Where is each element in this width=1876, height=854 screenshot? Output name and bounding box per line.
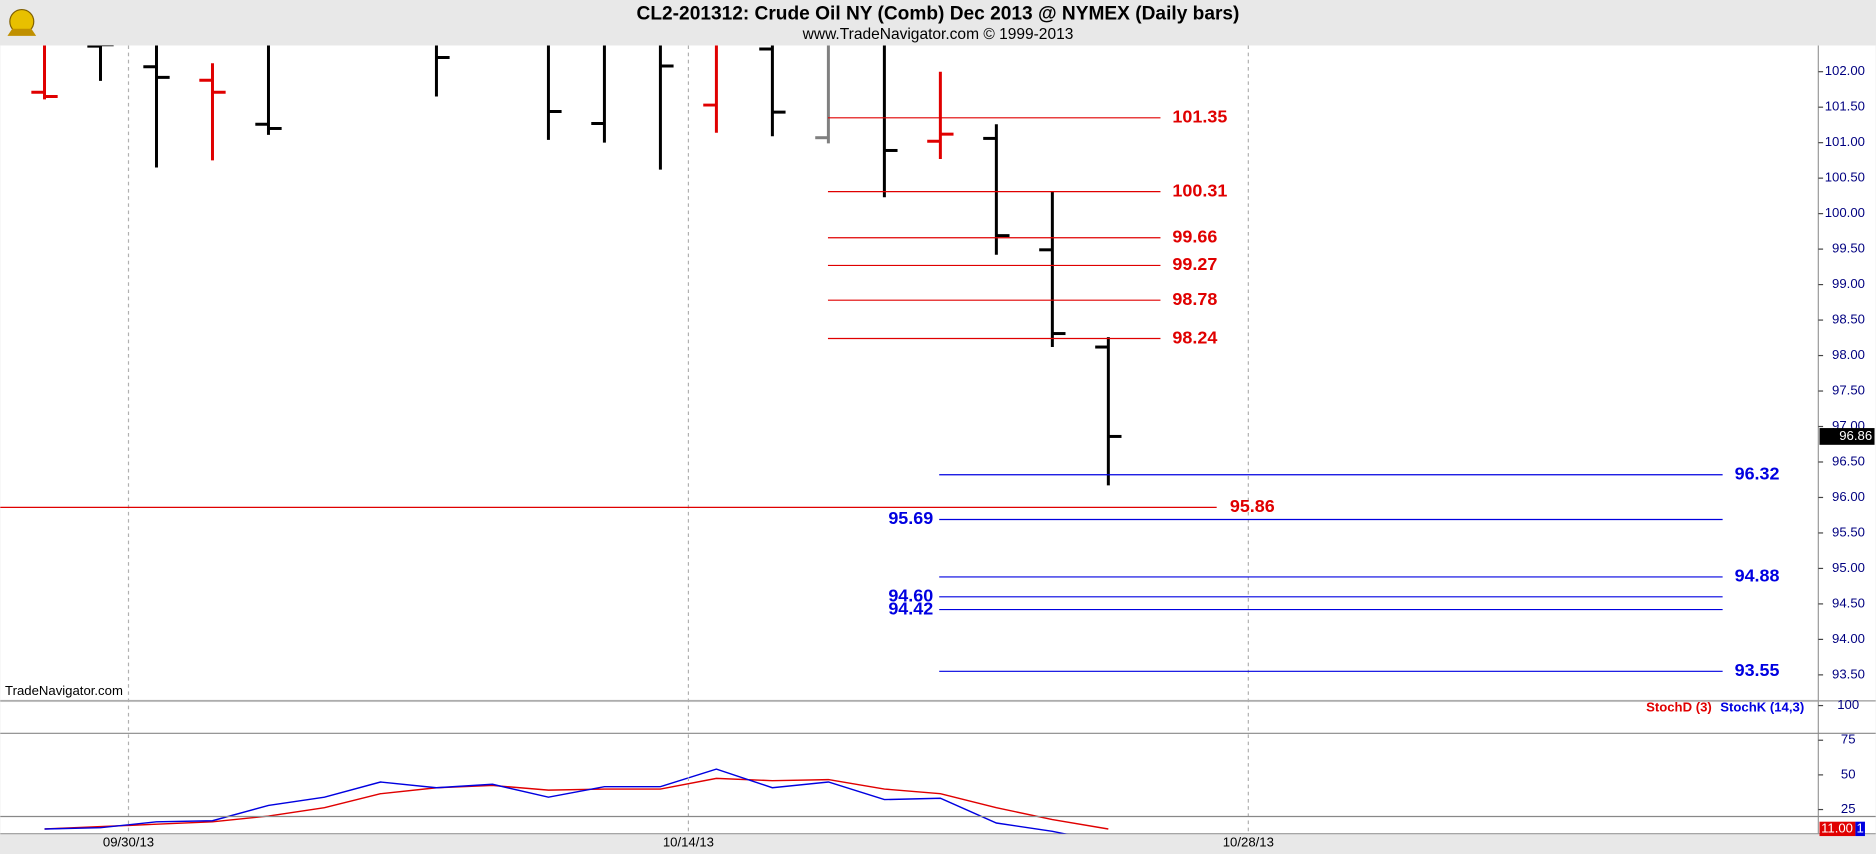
y-tick-label: 93.50 xyxy=(1832,666,1865,681)
chart-subtitle: www.TradeNavigator.com © 1999-2013 xyxy=(802,26,1074,43)
last-value-box xyxy=(1855,821,1865,837)
x-tick-label: 10/14/13 xyxy=(663,835,714,850)
x-tick-label: 09/30/13 xyxy=(103,835,154,850)
y-tick-label: 50 xyxy=(1841,766,1856,781)
y-tick-label: 75 xyxy=(1841,732,1856,747)
level-label: 94.88 xyxy=(1735,566,1780,586)
logo xyxy=(7,8,37,36)
last-price-box xyxy=(1819,428,1875,445)
y-tick-label: 102.00 xyxy=(1825,63,1865,78)
legend-entry: StochD (3) xyxy=(1646,700,1712,715)
y-tick-label: 98.50 xyxy=(1832,312,1865,327)
y-tick-label: 98.00 xyxy=(1832,347,1865,362)
y-tick-label: 100 xyxy=(1837,697,1859,712)
y-tick-label: 25 xyxy=(1841,801,1856,816)
stoch-plot xyxy=(44,768,1109,834)
y-tick-label: 96.00 xyxy=(1832,489,1865,504)
last-price-label: 96.86 xyxy=(1839,428,1872,443)
y-tick-label: 100.50 xyxy=(1825,170,1865,185)
last-value-label: 1 xyxy=(1857,820,1864,835)
last-value-label: 11.00 xyxy=(1821,820,1853,835)
y-tick-label: 97.50 xyxy=(1832,382,1865,397)
level-label: 95.86 xyxy=(1230,496,1275,516)
legend-entry: StochK (14,3) xyxy=(1720,700,1804,715)
y-tick-label: 101.00 xyxy=(1825,134,1865,149)
y-tick-label: 99.50 xyxy=(1832,241,1865,256)
last-value-box xyxy=(1819,821,1856,837)
y-tick-label: 101.50 xyxy=(1825,99,1865,114)
watermark: TradeNavigator.com xyxy=(5,683,123,698)
y-tick-label: 94.00 xyxy=(1832,631,1865,646)
level-label: 99.66 xyxy=(1172,226,1217,246)
level-label: 101.35 xyxy=(1172,107,1227,127)
y-tick-label: 94.50 xyxy=(1832,595,1865,610)
chart-title: CL2-201312: Crude Oil NY (Comb) Dec 2013… xyxy=(637,3,1240,24)
level-label: 100.31 xyxy=(1172,180,1227,200)
y-tick-label: 95.00 xyxy=(1832,560,1865,575)
level-label: 99.27 xyxy=(1172,254,1217,274)
price-panel xyxy=(0,45,1819,700)
y-tick-label: 99.00 xyxy=(1832,276,1865,291)
x-tick-label: 10/28/13 xyxy=(1223,835,1274,850)
level-label: 95.69 xyxy=(888,508,933,528)
stoch-line xyxy=(44,777,1109,830)
level-label: 98.78 xyxy=(1172,289,1217,309)
level-label: 93.55 xyxy=(1735,660,1780,680)
stoch-panel xyxy=(0,702,1819,834)
level-label: 98.24 xyxy=(1172,327,1217,347)
level-label: 94.42 xyxy=(888,598,933,618)
y-tick-label: 95.50 xyxy=(1832,524,1865,539)
level-label: 96.32 xyxy=(1735,463,1780,483)
level-label: 94.60 xyxy=(888,586,933,606)
y-tick-label: 96.50 xyxy=(1832,453,1865,468)
stoch-line xyxy=(44,768,1068,834)
y-tick-label: 100.00 xyxy=(1825,205,1865,220)
price-plot xyxy=(31,45,1122,486)
